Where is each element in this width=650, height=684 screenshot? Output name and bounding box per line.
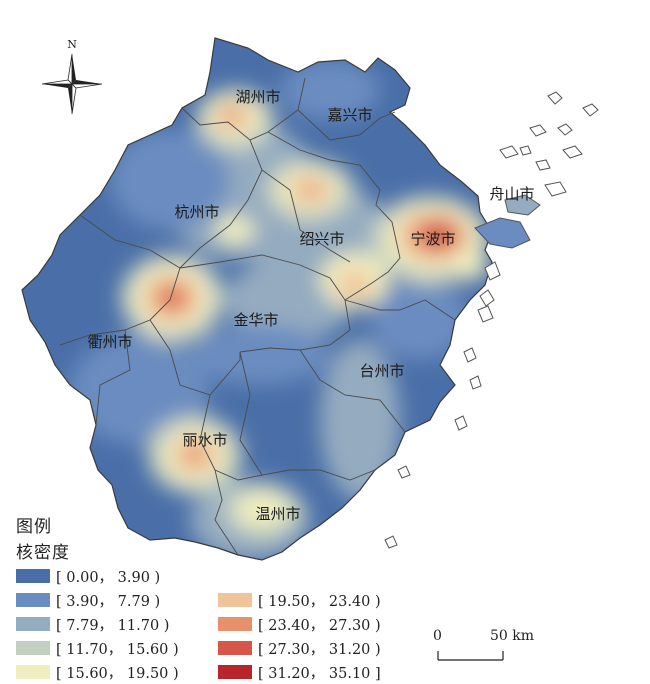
density-zone xyxy=(215,216,255,244)
legend-range-label: [ 11.70， 15.60 ) xyxy=(56,641,179,658)
density-zone xyxy=(320,340,400,500)
density-zone xyxy=(236,492,288,528)
density-zone xyxy=(70,335,210,445)
north-arrow-icon: N xyxy=(41,38,103,115)
legend-item: [ 7.79， 11.70 ) xyxy=(16,616,170,634)
legend-title: 图例 xyxy=(16,517,52,537)
city-label: 宁波市 xyxy=(410,230,455,248)
city-label: 温州市 xyxy=(255,505,300,523)
density-zone xyxy=(184,446,206,464)
north-label: N xyxy=(67,38,77,51)
legend-swatch xyxy=(218,593,252,607)
scale-end-label: 50 km xyxy=(490,628,535,644)
legend-swatch xyxy=(218,617,252,631)
city-label: 金华市 xyxy=(233,311,278,329)
legend-range-label: [ 19.50， 23.40 ) xyxy=(258,593,381,610)
legend-swatch xyxy=(218,665,252,679)
legend-range-label: [ 0.00， 3.90 ) xyxy=(56,569,161,586)
density-zone xyxy=(280,60,380,120)
density-zone xyxy=(190,325,330,385)
legend-swatch xyxy=(16,569,50,583)
legend-item: [ 11.70， 15.60 ) xyxy=(16,640,179,658)
density-zone xyxy=(431,229,449,243)
density-zone xyxy=(337,271,373,299)
legend-item: [ 19.50， 23.40 ) xyxy=(218,592,381,610)
legend-swatch xyxy=(218,641,252,655)
density-zone xyxy=(223,109,241,123)
legend-range-label: [ 23.40， 27.30 ) xyxy=(258,617,381,634)
city-label: 杭州市 xyxy=(174,203,219,221)
legend-item: [ 0.00， 3.90 ) xyxy=(16,568,161,586)
legend-range-label: [ 15.60， 19.50 ) xyxy=(56,665,179,682)
legend-range-label: [ 3.90， 7.79 ) xyxy=(56,593,161,610)
legend-subtitle: 核密度 xyxy=(16,543,70,563)
density-zone xyxy=(110,130,230,230)
zhoushan-islands xyxy=(384,91,599,549)
city-label: 嘉兴市 xyxy=(327,106,372,124)
prefecture-boundaries xyxy=(59,77,456,556)
city-label: 舟山市 xyxy=(489,185,534,203)
legend-item: [ 27.30， 31.20 ) xyxy=(218,640,381,658)
density-zone xyxy=(452,256,488,280)
legend-swatch xyxy=(16,617,50,631)
density-zone xyxy=(304,184,320,196)
city-label: 衢州市 xyxy=(87,333,132,351)
legend-range-label: [ 31.20， 35.10 ] xyxy=(258,665,381,682)
city-label: 丽水市 xyxy=(182,431,227,449)
density-zone xyxy=(370,280,470,360)
legend-item: [ 3.90， 7.79 ) xyxy=(16,592,161,610)
legend-swatch xyxy=(16,665,50,679)
city-label: 绍兴市 xyxy=(299,230,344,248)
city-label: 湖州市 xyxy=(235,88,280,106)
legend-item: [ 23.40， 27.30 ) xyxy=(218,616,381,634)
legend-range-label: [ 27.30， 31.20 ) xyxy=(258,641,381,658)
legend-item: [ 15.60， 19.50 ) xyxy=(16,664,179,682)
legend-range-label: [ 7.79， 11.70 ) xyxy=(56,617,170,634)
scale-bar xyxy=(437,651,504,661)
legend-swatch xyxy=(16,641,50,655)
legend-swatch xyxy=(16,593,50,607)
legend-item: [ 31.20， 35.10 ] xyxy=(218,664,381,682)
scale-zero-label: 0 xyxy=(433,628,442,644)
city-label: 台州市 xyxy=(359,362,404,380)
